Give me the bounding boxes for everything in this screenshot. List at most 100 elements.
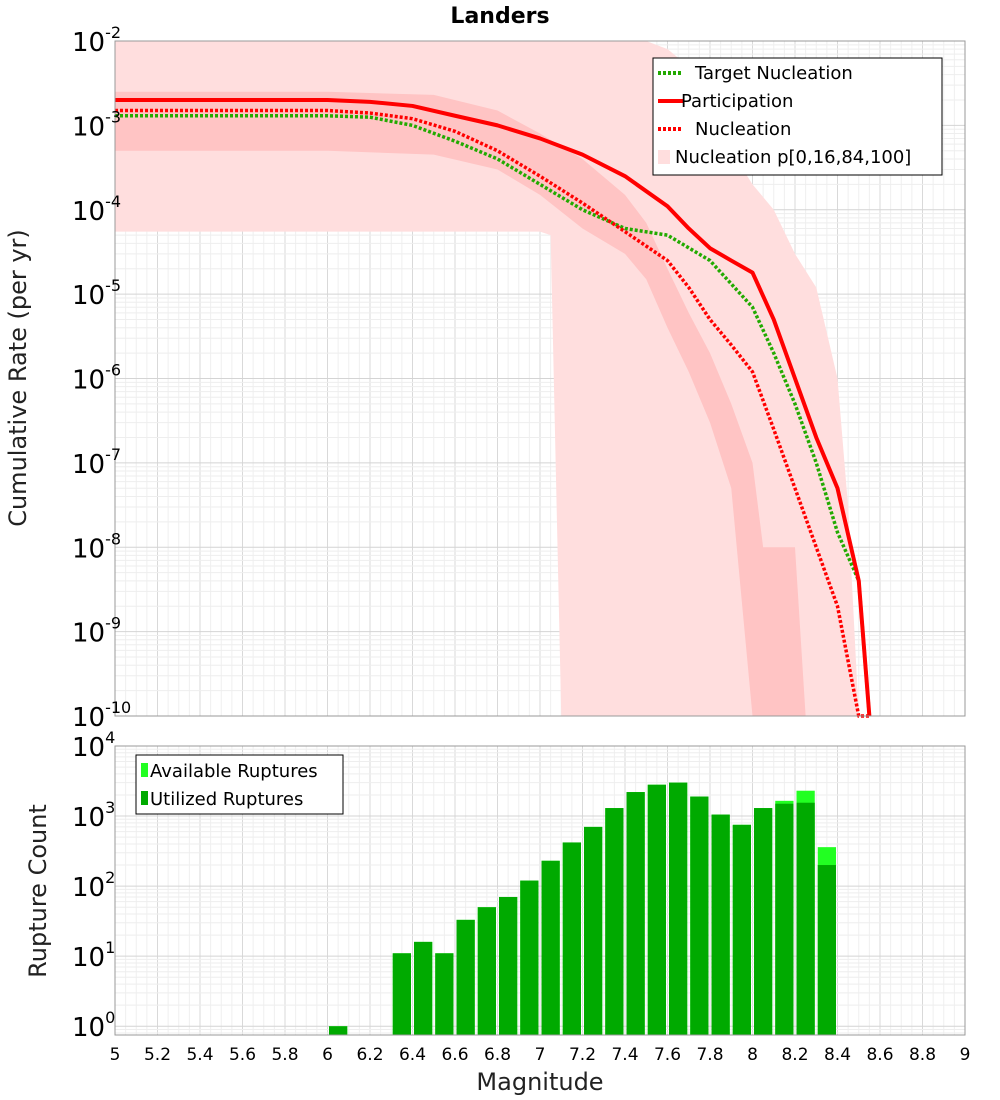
bottom-bars: [329, 782, 836, 1035]
bar-utilized: [732, 824, 751, 1035]
y-tick-base: 10: [72, 619, 105, 649]
x-tick-label: 8.4: [824, 1045, 851, 1065]
x-tick-label: 6.8: [484, 1045, 511, 1065]
x-tick-label: 8: [747, 1045, 758, 1065]
bottom-x-ticks: 5 5.2 5.4 5.6 5.8 6 6.2 6.4 6.6 6.8 7 7.2 7.4 7.6 7.8 8…: [110, 1045, 971, 1065]
legend-box: [135, 754, 344, 815]
y-tick-base: 10: [72, 943, 105, 973]
y-tick-label: 10-2: [72, 23, 121, 58]
y-tick-exp: -2: [105, 23, 121, 42]
y-tick-label: 104: [72, 728, 115, 763]
y-tick-base: 10: [72, 112, 105, 142]
band-1: [115, 91, 806, 716]
top-y-ticks: 10-210-310-410-510-610-710-810-910-10: [72, 23, 131, 733]
bar-utilized: [754, 808, 773, 1035]
y-tick-label: 103: [72, 798, 115, 833]
bar-utilized: [414, 941, 433, 1035]
bottom-plot-border: [114, 745, 966, 1036]
bar-utilized: [775, 803, 794, 1035]
top-series: [115, 97, 872, 718]
y-tick-label: 10-4: [72, 192, 121, 227]
y-tick-exp: 4: [105, 728, 115, 747]
bar-utilized: [817, 865, 836, 1035]
x-tick-label: 8.6: [866, 1045, 893, 1065]
y-tick-exp: 3: [105, 798, 115, 817]
bar-utilized: [477, 907, 496, 1035]
bar-utilized: [605, 808, 624, 1035]
bottom-y-axis-label: Rupture Count: [24, 804, 52, 978]
bar-utilized: [329, 1026, 348, 1035]
legend-label: Available Ruptures: [150, 761, 318, 782]
y-tick-label: 100: [72, 1008, 115, 1043]
legend-label: Target Nucleation: [694, 63, 853, 84]
y-tick-label: 10-6: [72, 361, 121, 396]
y-tick-base: 10: [72, 366, 105, 396]
y-tick-exp: -3: [105, 107, 121, 126]
legend-swatch: [141, 763, 148, 777]
y-tick-label: 10-3: [72, 107, 121, 142]
x-tick-label: 7.6: [654, 1045, 681, 1065]
x-tick-label: 8.8: [909, 1045, 936, 1065]
legend-label: Participation: [681, 91, 793, 112]
bar-utilized: [711, 814, 730, 1035]
x-tick-label: 6.6: [441, 1045, 468, 1065]
y-tick-base: 10: [72, 534, 105, 564]
x-tick-label: 7.2: [569, 1045, 596, 1065]
bar-utilized: [499, 896, 518, 1035]
y-tick-base: 10: [72, 281, 105, 311]
bar-utilized: [669, 782, 688, 1035]
legend-swatch: [141, 791, 148, 805]
bar-utilized: [392, 953, 411, 1035]
y-tick-base: 10: [72, 873, 105, 903]
bar-utilized: [584, 826, 603, 1035]
y-tick-label: 10-9: [72, 614, 121, 649]
y-tick-label: 10-7: [72, 445, 121, 480]
x-tick-label: 5: [110, 1045, 121, 1065]
x-tick-label: 5.8: [271, 1045, 298, 1065]
x-tick-label: 6: [322, 1045, 333, 1065]
y-tick-exp: 1: [105, 938, 115, 957]
x-tick-label: 5.6: [229, 1045, 256, 1065]
y-tick-base: 10: [72, 450, 105, 480]
bar-utilized: [796, 802, 815, 1035]
x-tick-label: 7: [535, 1045, 546, 1065]
bottom-legend: Available Ruptures Utilized Ruptures: [135, 754, 344, 815]
y-tick-exp: -10: [105, 698, 131, 717]
series-line-target-nucleation: [115, 114, 872, 717]
x-tick-label: 9: [960, 1045, 971, 1065]
bar-utilized: [647, 784, 666, 1035]
legend-box: [652, 57, 943, 176]
x-tick-label: 5.4: [186, 1045, 213, 1065]
top-legend: Target Nucleation Participation Nucleation…: [652, 57, 943, 176]
bar-utilized: [520, 880, 539, 1035]
top-plot-border: [114, 40, 966, 717]
y-tick-exp: -6: [105, 361, 121, 380]
bar-utilized: [562, 842, 581, 1035]
y-tick-exp: -8: [105, 529, 121, 548]
bar-utilized: [690, 796, 709, 1035]
y-tick-base: 10: [72, 1013, 105, 1043]
y-tick-exp: 0: [105, 1008, 115, 1027]
y-tick-exp: -4: [105, 192, 121, 211]
bar-utilized: [456, 919, 475, 1035]
chart-title: Landers: [450, 4, 549, 29]
bar-utilized: [435, 953, 454, 1035]
series-line-nucleation: [115, 108, 870, 718]
band-0: [115, 41, 870, 716]
x-tick-label: 6.4: [399, 1045, 426, 1065]
y-tick-label: 10-5: [72, 276, 121, 311]
y-tick-exp: -7: [105, 445, 121, 464]
legend-label: Nucleation p[0,16,84,100]: [675, 147, 911, 168]
y-tick-label: 102: [72, 868, 115, 903]
top-panel: 10-210-310-410-510-610-710-810-910-10 Cu…: [4, 23, 966, 733]
top-y-axis-label: Cumulative Rate (per yr): [4, 229, 32, 527]
legend-swatch: [658, 150, 670, 164]
y-tick-base: 10: [72, 803, 105, 833]
legend-label: Nucleation: [695, 119, 791, 140]
x-tick-label: 5.2: [144, 1045, 171, 1065]
top-bands: [115, 41, 870, 716]
y-tick-base: 10: [72, 197, 105, 227]
y-tick-exp: -5: [105, 276, 121, 295]
